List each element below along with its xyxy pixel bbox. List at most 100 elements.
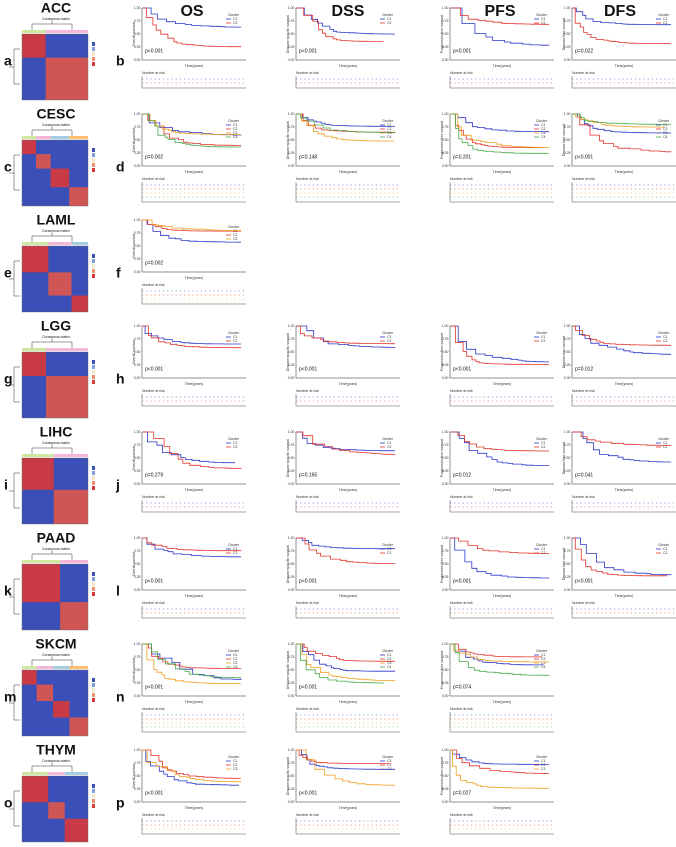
y-tick-label: 0.25 [442,575,449,579]
risk-axis [295,500,400,513]
legend-entry: C2 [233,657,238,661]
p-value: p<0.001 [299,578,317,584]
x-axis-label: Time(years) [493,488,512,492]
legend-entry: C2 [541,339,546,343]
x-axis-label: Time(years) [493,594,512,598]
p-value: p<0.001 [453,48,471,54]
x-axis-label: Time(years) [339,806,358,810]
y-axis-label: Disease specific survival [286,651,290,689]
km-curve [142,749,240,786]
km-curve [572,431,672,446]
scale-swatch [92,47,95,51]
p-value: p=0.201 [453,154,471,160]
cluster-bar [22,30,46,33]
cancer-title: THYM [36,742,76,758]
y-tick-label: 1.00 [288,430,295,434]
legend-entry: C1 [541,441,546,445]
km-curve [142,113,242,148]
km-curve [142,431,236,464]
legend-entry: C2 [541,657,546,661]
x-axis-label: Time(years) [185,488,204,492]
y-axis-label: Disease free survival [562,18,566,51]
km-curve [572,7,671,44]
column-header: DSS [332,3,365,20]
risk-axis [141,76,246,89]
matrix-title: Consensus matrix [42,441,70,445]
legend-entry: C2 [387,657,392,661]
legend-entry: C3 [233,237,238,241]
legend-entry: C2 [541,763,546,767]
heatmap-frame [21,457,89,525]
y-tick-label: 0.75 [134,655,141,659]
scale-swatch [92,163,95,167]
y-tick-label: 0.75 [288,337,295,341]
y-tick-label: 0.75 [442,549,449,553]
km-curve [572,537,672,576]
y-tick-label: 0.75 [442,655,449,659]
y-axis-label: Overall survival [132,22,136,46]
scale-swatch [92,804,95,808]
y-tick-label: 0.25 [134,469,141,473]
scale-swatch [92,582,95,586]
risk-axis [571,500,676,513]
dendrogram [9,126,73,191]
cluster-bar [22,242,49,245]
km-curve [142,7,242,48]
km-curve [142,643,242,684]
heatmap-frame [21,351,89,419]
scale-swatch [92,784,95,788]
p-value: p<0.001 [299,48,317,54]
km-curve [296,537,396,564]
y-tick-label: 0.25 [288,787,295,791]
legend-entry: C3 [233,767,238,771]
y-tick-label: 0.00 [288,376,295,380]
scale-swatch [92,683,95,687]
matrix-title: Consensus matrix [42,547,70,551]
p-value: p<0.001 [453,366,471,372]
scale-swatch [92,52,95,56]
km-curve [450,325,549,365]
scale-swatch [92,698,95,702]
y-tick-label: 0.25 [288,151,295,155]
y-axis-label: Disease free survival [562,548,566,581]
legend-entry: C1 [233,441,238,445]
axes [141,750,246,803]
axes [449,538,554,591]
risk-title: Number at risk [450,707,473,711]
axes [571,538,676,591]
x-axis-label: Time(years) [185,276,204,280]
legend-entry: C1 [387,441,392,445]
heatmap-block [71,295,88,312]
legend-entry: C2 [541,21,546,25]
panel-letter: e [4,265,12,281]
legend-entry: C1 [541,17,546,21]
y-tick-label: 0.25 [564,45,571,49]
scale-swatch [92,799,95,803]
y-tick-label: 0.50 [442,32,449,36]
legend-title: Cluster [536,331,548,335]
cluster-bar [36,666,54,669]
risk-axis [141,712,246,733]
legend-entry: C1 [387,123,392,127]
km-curve [142,749,241,779]
legend-title: Cluster [382,755,394,759]
y-tick-label: 0.00 [288,482,295,486]
heatmap-block [22,34,46,58]
cluster-bar [36,136,51,139]
legend-entry: C2 [233,551,238,555]
legend-title: Cluster [658,331,670,335]
axes [295,644,400,697]
km-curve [296,643,396,682]
y-axis-label: Disease specific survival [286,757,290,795]
legend-entry: C1 [663,547,668,551]
legend-title: Cluster [228,437,240,441]
legend-entry: C2 [233,445,238,449]
legend-entry: C1 [663,17,668,21]
y-tick-label: 0.00 [134,588,141,592]
km-curve [296,7,384,42]
risk-axis [141,500,246,513]
y-tick-label: 1.00 [288,536,295,540]
legend-entry: C2 [663,551,668,555]
y-tick-label: 0.25 [134,151,141,155]
km-curve [450,7,550,46]
